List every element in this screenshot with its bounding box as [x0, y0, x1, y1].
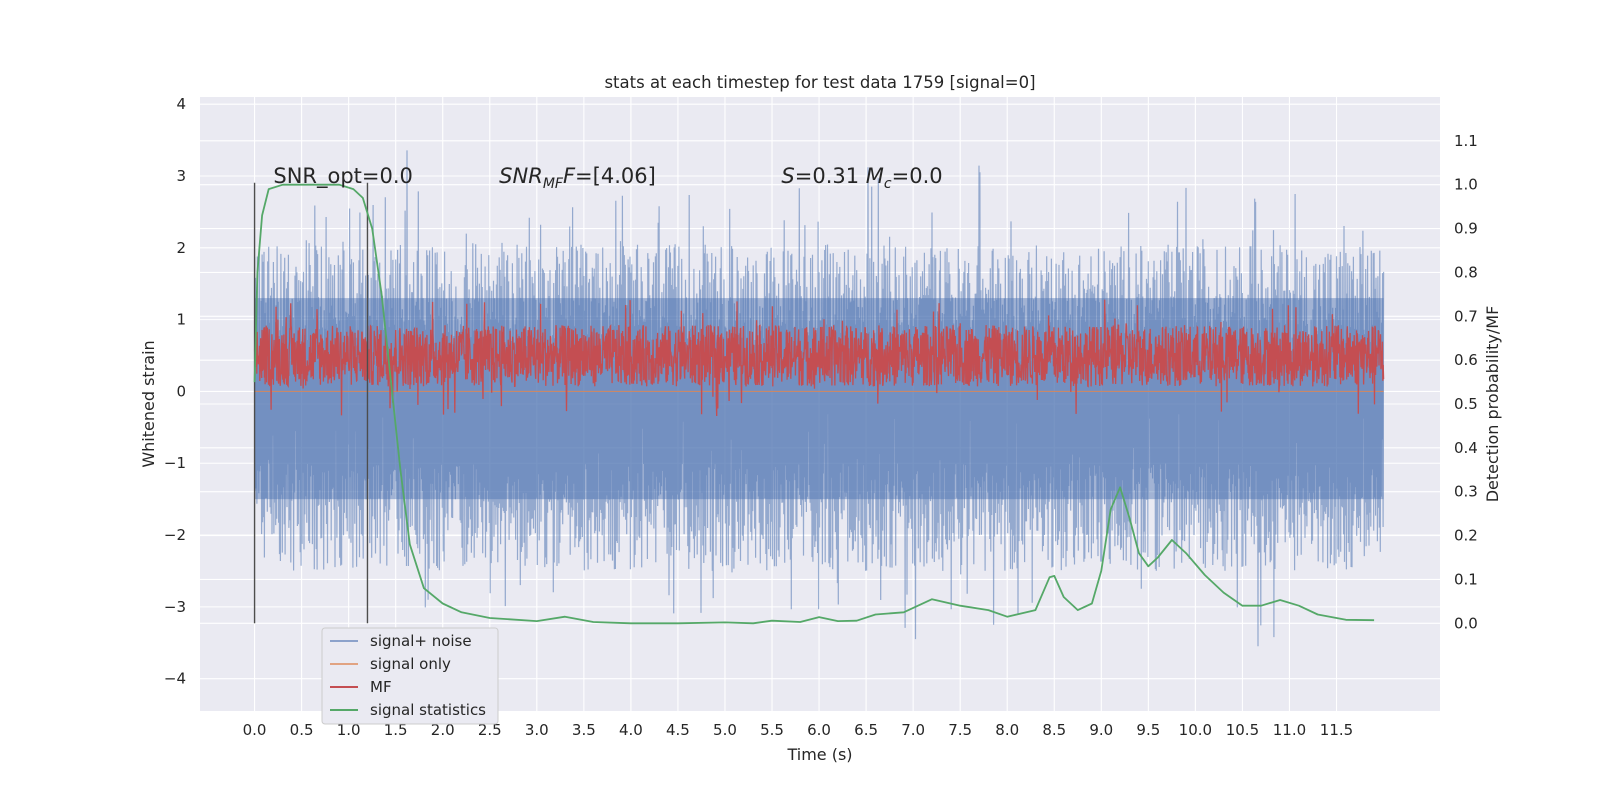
y-right-tick-label-9: 0.9	[1454, 220, 1478, 238]
y-right-tick-label-0: 0.0	[1454, 614, 1478, 632]
mf-series	[253, 299, 1385, 417]
signal-statistics-series	[253, 183, 1375, 625]
y-left-tick-label-7: 3	[176, 167, 186, 185]
y-right-tick-label-7: 0.7	[1454, 307, 1478, 325]
mf-line	[253, 299, 1385, 417]
tick-labels: 0.0 0.5 1.0 1.5 2.0 2.5 3.0 3.5 4.0 4.5 5.0 5.5 6.0 6…	[164, 95, 1478, 739]
y-right-tick-label-4: 0.4	[1454, 439, 1478, 457]
legend-item-signal-only: signal only	[330, 655, 451, 673]
x-tick-label-5: 2.5	[478, 721, 502, 739]
legend-label-signal-noise: signal+ noise	[370, 632, 472, 650]
legend-box	[321, 627, 499, 725]
x-tick-label-6: 3.0	[525, 721, 549, 739]
legend-label-mf: MF	[370, 678, 392, 696]
x-tick-label-18: 9.0	[1089, 721, 1113, 739]
y-left-tick-label-2: −2	[164, 526, 186, 544]
x-tick-label-20: 10.0	[1179, 721, 1212, 739]
x-tick-label-9: 4.5	[666, 721, 690, 739]
y-axis-left-label: Whitened strain	[139, 340, 158, 467]
x-tick-label-23: 11.5	[1320, 721, 1353, 739]
y-left-tick-label-8: 4	[176, 95, 186, 113]
y-right-tick-label-2: 0.2	[1454, 527, 1478, 545]
x-tick-label-11: 5.5	[760, 721, 784, 739]
x-tick-label-4: 2.0	[431, 721, 455, 739]
x-tick-label-15: 7.5	[948, 721, 972, 739]
noise-series	[254, 150, 1385, 647]
x-tick-label-3: 1.5	[384, 721, 408, 739]
x-tick-label-21: 10.5	[1226, 721, 1259, 739]
y-right-tick-label-8: 0.8	[1454, 263, 1478, 281]
y-left-tick-label-0: −4	[164, 670, 186, 688]
y-right-tick-label-3: 0.3	[1454, 483, 1478, 501]
x-tick-label-1: 0.5	[290, 721, 314, 739]
y-left-tick-label-6: 2	[176, 239, 186, 257]
annotation-snr-opt: SNR_opt=0.0	[273, 164, 413, 189]
chart-title: stats at each timestep for test data 175…	[604, 73, 1035, 92]
y-right-tick-label-6: 0.6	[1454, 351, 1478, 369]
legend-label-signal-statistics: signal statistics	[370, 701, 486, 719]
vertical-markers	[253, 182, 369, 624]
x-tick-label-22: 11.0	[1273, 721, 1306, 739]
y-right-tick-label-1: 0.1	[1454, 570, 1478, 588]
x-tick-label-10: 5.0	[713, 721, 737, 739]
x-tick-label-19: 9.5	[1136, 721, 1160, 739]
annotations: SNR_opt=0.0 SNRMFF=[4.06] S=0.31 Mc=0.0	[273, 164, 942, 192]
legend-item-signal-statistics: signal statistics	[330, 701, 486, 719]
x-tick-label-12: 6.0	[807, 721, 831, 739]
y-left-tick-label-1: −3	[164, 598, 186, 616]
x-axis-label: Time (s)	[786, 745, 852, 764]
x-tick-label-14: 7.0	[901, 721, 925, 739]
legend-item-mf: MF	[330, 678, 392, 696]
x-tick-label-17: 8.5	[1042, 721, 1066, 739]
x-tick-label-16: 8.0	[995, 721, 1019, 739]
y-axis-right-label: Detection probability/MF	[1483, 306, 1502, 503]
legend-item-signal-noise: signal+ noise	[330, 632, 472, 650]
x-tick-label-7: 3.5	[572, 721, 596, 739]
y-left-tick-label-5: 1	[176, 311, 186, 329]
y-right-tick-label-10: 1.0	[1454, 176, 1478, 194]
x-tick-label-0: 0.0	[243, 721, 267, 739]
y-left-tick-label-3: −1	[164, 454, 186, 472]
y-left-tick-label-4: 0	[176, 382, 186, 400]
y-right-tick-label-11: 1.1	[1454, 132, 1478, 150]
annotation-s-mc: S=0.31 Mc=0.0	[781, 164, 942, 192]
x-tick-label-2: 1.0	[337, 721, 361, 739]
annotation-snr-mf: SNRMFF=[4.06]	[499, 164, 656, 192]
y-right-tick-label-5: 0.5	[1454, 395, 1478, 413]
signal-statistics-line	[253, 183, 1375, 625]
x-tick-label-8: 4.0	[619, 721, 643, 739]
legend: signal+ noise signal only MF signal stat…	[321, 627, 499, 725]
x-tick-label-13: 6.5	[854, 721, 878, 739]
legend-label-signal-only: signal only	[370, 655, 451, 673]
